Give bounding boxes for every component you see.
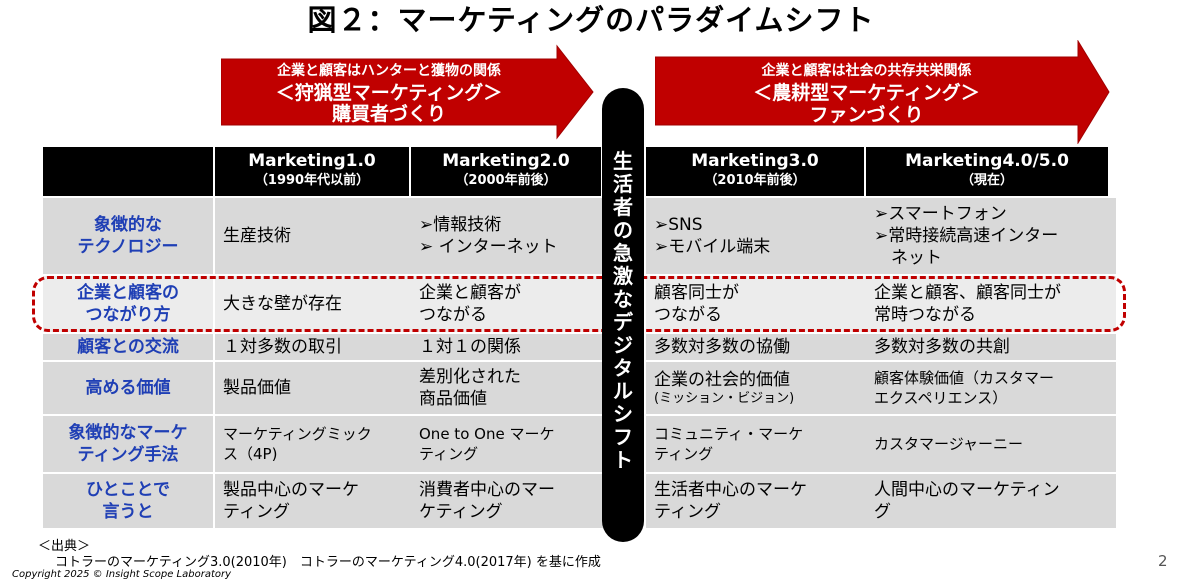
table-cell: 顧客体験価値（カスタマー エクスペリエンス）	[866, 362, 1116, 414]
table-cell: 製品中心のマーケ ティング	[215, 474, 417, 528]
table-cell: 差別化された 商品価値	[411, 362, 609, 414]
vertical-char: ル	[613, 379, 633, 403]
farming-marketing-arrow: 企業と顧客は社会の共存共栄関係 ＜農耕型マーケティング＞ ファンづくり	[655, 40, 1110, 144]
right-arrow-shape	[221, 44, 594, 140]
vertical-char: フ	[613, 425, 633, 449]
table-cell: 人間中心のマーケティング	[866, 474, 1116, 528]
table-cell: 多数対多数の共創	[866, 334, 1116, 360]
arrow-left-line2: ＜狩猟型マーケティング＞	[275, 82, 503, 104]
table-cell: 企業と顧客、顧客同士が 常時つながる	[866, 276, 1116, 332]
table-cell: マーケティングミック ス（4P)	[215, 416, 417, 472]
column-period: （1990年代以前）	[254, 173, 370, 188]
page-number: 2	[1158, 552, 1168, 570]
digital-shift-bar	[602, 88, 644, 542]
source-text: コトラーのマーケティング3.0(2010年) コトラーのマーケティング4.0(2…	[55, 555, 601, 570]
row-label-summary: ひとことで 言うと	[43, 474, 213, 528]
table-cell: 企業と顧客が つながる	[411, 276, 609, 332]
row-label-interaction: 顧客との交流	[43, 334, 213, 360]
vertical-char: デ	[613, 310, 633, 334]
vertical-char: 活	[613, 172, 633, 196]
header-blank-cell	[43, 147, 213, 196]
table-cell: 製品価値	[215, 362, 417, 414]
arrow-left-line3: 購買者づくり	[331, 103, 446, 125]
row-label-method: 象徴的なマーケ ティング手法	[43, 416, 213, 472]
copyright: Copyright 2025 © Insight Scope Laborator…	[12, 569, 232, 580]
table-cell: １対多数の取引	[215, 334, 417, 360]
table-cell: 消費者中心のマー ケティング	[411, 474, 609, 528]
table-cell: ➢情報技術 ➢ インターネット	[411, 198, 609, 274]
vertical-char: 者	[613, 195, 633, 219]
row-label-connection: 企業と顧客の つながり方	[43, 276, 213, 332]
digital-shift-label: 生活者の急激なデジタルシフト	[602, 150, 644, 472]
right-arrow-shape	[655, 40, 1110, 144]
table-cell: 生産技術	[215, 198, 417, 274]
row-label-value: 高める価値	[43, 362, 213, 414]
source-heading: ＜出典＞	[38, 539, 91, 554]
arrow-right-line1: 企業と顧客は社会の共存共栄関係	[761, 63, 972, 79]
table-cell: 企業の社会的価値 (ミッション・ビジョン)	[646, 362, 872, 414]
row-label-technology: 象徴的な テクノロジー	[43, 198, 213, 274]
table-cell: 大きな壁が存在	[215, 276, 417, 332]
column-name: Marketing3.0	[691, 151, 819, 171]
column-name: Marketing4.0/5.0	[905, 151, 1069, 171]
table-cell: ➢スマートフォン ➢常時接続高速インター ネット	[866, 198, 1116, 274]
vertical-char: の	[613, 218, 633, 242]
vertical-char: ト	[613, 448, 633, 472]
vertical-char: タ	[613, 356, 633, 380]
vertical-char: 急	[613, 241, 633, 265]
table-cell: One to One マーケ ティング	[411, 416, 609, 472]
arrow-right-line2: ＜農耕型マーケティング＞	[753, 82, 980, 104]
column-name: Marketing2.0	[442, 151, 570, 171]
hunting-marketing-arrow: 企業と顧客はハンターと獲物の関係 ＜狩猟型マーケティング＞ 購買者づくり	[221, 44, 594, 140]
connection-row-highlight	[32, 276, 1126, 332]
table-cell: 多数対多数の協働	[646, 334, 872, 360]
column-period: （2000年前後）	[455, 173, 557, 188]
column-header-marketing4: Marketing4.0/5.0 （現在）	[866, 147, 1108, 196]
table-cell: 生活者中心のマーケ ティング	[646, 474, 872, 528]
table-cell: コミュニティ・マーケ ティング	[646, 416, 872, 472]
column-name: Marketing1.0	[248, 151, 376, 171]
vertical-char: 生	[613, 149, 633, 173]
arrow-left-line1: 企業と顧客はハンターと獲物の関係	[277, 63, 501, 79]
vertical-char: な	[613, 287, 633, 311]
page-title: 図２：マーケティングのパラダイムシフト	[307, 3, 875, 37]
column-period: （現在）	[960, 173, 1013, 188]
vertical-char: ジ	[613, 333, 633, 357]
vertical-char: 激	[613, 264, 633, 288]
table-cell: 顧客同士が つながる	[646, 276, 872, 332]
column-header-marketing2: Marketing2.0 （2000年前後）	[411, 147, 601, 196]
table-cell: １対１の関係	[411, 334, 609, 360]
column-header-marketing1: Marketing1.0 （1990年代以前）	[215, 147, 409, 196]
table-cell: ➢SNS ➢モバイル端末	[646, 198, 872, 274]
column-header-marketing3: Marketing3.0 （2010年前後）	[646, 147, 864, 196]
column-period: （2010年前後）	[704, 173, 806, 188]
vertical-char: シ	[613, 402, 633, 426]
arrow-right-line3: ファンづくり	[809, 104, 924, 126]
table-cell: カスタマージャーニー	[866, 416, 1116, 472]
